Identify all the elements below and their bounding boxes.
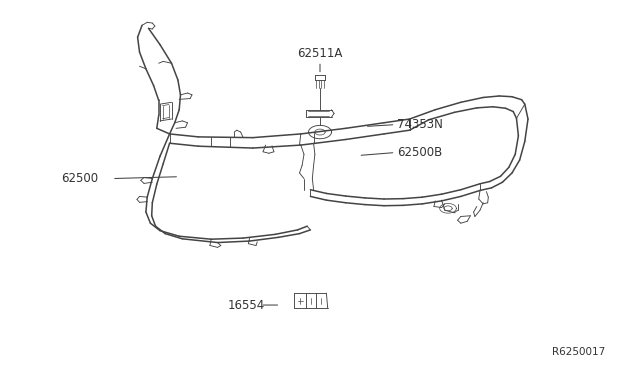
Text: 62511A: 62511A [298,46,342,60]
Text: R6250017: R6250017 [552,347,605,357]
Text: 62500B: 62500B [397,146,442,159]
Text: 62500: 62500 [61,172,98,185]
Text: 16554: 16554 [227,299,264,311]
Text: 74353N: 74353N [397,118,443,131]
